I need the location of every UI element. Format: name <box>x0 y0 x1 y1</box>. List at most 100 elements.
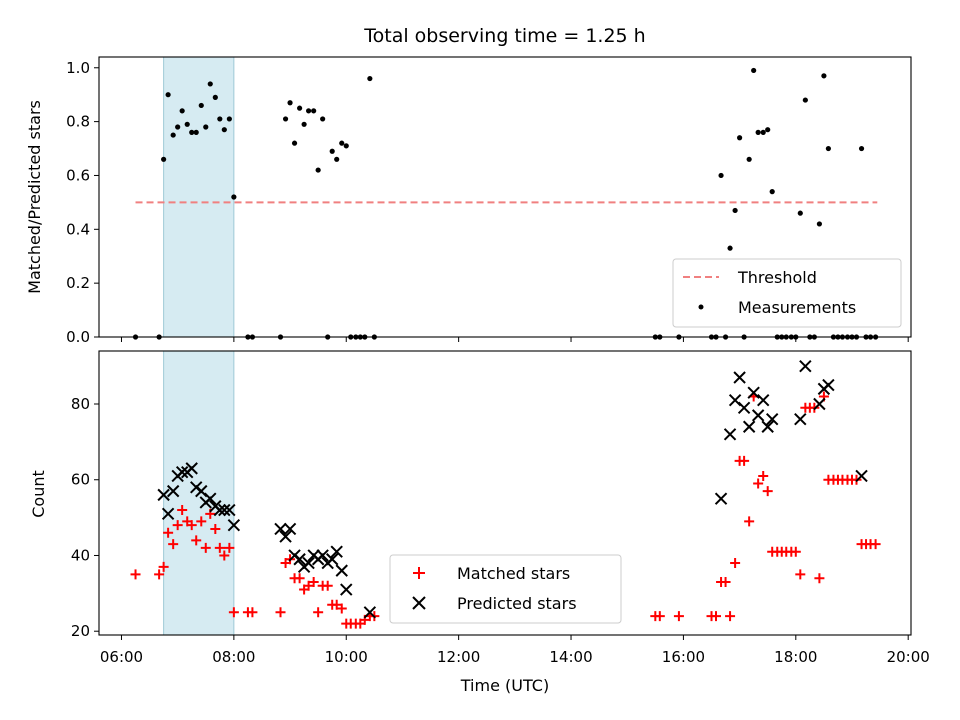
predicted-star-point <box>227 518 241 532</box>
predicted-star-point <box>335 564 348 577</box>
predicted-star-point <box>761 420 774 433</box>
matched-star-point <box>795 569 806 580</box>
measurement-point <box>203 124 209 130</box>
matched-star-point <box>154 569 165 580</box>
measurement-point <box>343 143 349 149</box>
x-tick-label: 08:00 <box>212 648 255 666</box>
predicted-star-point <box>363 606 377 619</box>
measurement-point <box>858 145 865 152</box>
matched-star-point <box>739 455 750 466</box>
measurement-point <box>179 108 185 114</box>
predicted-star-point <box>723 428 737 441</box>
predicted-star-point <box>161 507 175 521</box>
measurement-point <box>184 121 190 127</box>
measurement-point <box>329 148 335 154</box>
matched-star-point <box>158 561 169 572</box>
measurement-point <box>751 67 757 74</box>
y-tick-label: 40 <box>71 546 90 564</box>
predicted-star-point <box>195 484 208 498</box>
measurement-point <box>311 108 317 114</box>
matched-star-point <box>790 546 801 557</box>
predicted-star-point <box>822 378 835 392</box>
measurement-point <box>339 140 345 146</box>
matched-star-point <box>247 607 258 618</box>
legend-threshold-label: Threshold <box>737 268 817 287</box>
x-axis-label: Time (UTC) <box>460 676 549 695</box>
matched-star-point <box>336 603 347 614</box>
measurement-point <box>821 73 827 79</box>
measurement-point <box>175 124 181 130</box>
matched-star-point <box>168 539 179 550</box>
matched-star-point <box>758 470 769 481</box>
matched-star-point <box>331 599 342 610</box>
predicted-star-point <box>274 522 287 536</box>
measurement-point <box>825 145 831 152</box>
x-tick-label: 06:00 <box>100 648 143 666</box>
predicted-star-point <box>728 394 742 407</box>
measurement-point <box>760 129 766 135</box>
y-tick-label: 0.0 <box>66 328 90 346</box>
matched-star-point <box>200 542 211 553</box>
predicted-star-point <box>166 484 180 498</box>
y-tick-label: 0.6 <box>66 166 90 184</box>
predicted-star-point <box>742 420 756 433</box>
matched-star-point <box>228 607 239 618</box>
predicted-star-point <box>855 469 868 483</box>
measurement-point <box>170 132 176 138</box>
measurement-point <box>207 81 213 87</box>
predicted-star-point <box>302 556 315 570</box>
matched-star-point <box>177 505 188 516</box>
y-tick-label: 20 <box>71 622 90 640</box>
matched-star-point <box>163 527 174 538</box>
legend-matched-label: Matched stars <box>457 564 570 583</box>
measurement-point <box>165 92 171 98</box>
predicted-star-point <box>733 371 746 384</box>
top-y-ticks: 0.0 0.2 0.4 0.6 0.8 1.0 <box>66 59 99 346</box>
x-tick-label: 12:00 <box>437 648 480 666</box>
bottom-axes-frame <box>98 350 912 636</box>
bottom-marks <box>130 359 881 629</box>
measurement-point <box>769 189 775 195</box>
matched-star-point <box>814 573 825 584</box>
measurement-point <box>334 156 340 162</box>
measurement-point <box>737 135 743 141</box>
matched-star-point <box>870 539 881 550</box>
predicted-star-point <box>185 462 198 475</box>
bottom-x-ticks: 06:00 08:00 10:00 12:00 14:00 16:00 18:00 20:00 <box>100 635 930 666</box>
predicted-star-point <box>316 549 329 562</box>
shaded-interval-top <box>163 56 235 338</box>
matched-star-point <box>214 542 225 553</box>
measurement-point <box>367 75 373 82</box>
bottom-legend-box <box>389 554 622 624</box>
measurement-point <box>797 210 803 216</box>
measurement-point <box>301 121 307 127</box>
matched-star-point <box>720 576 731 587</box>
measurement-point <box>189 129 195 135</box>
bottom-legend: Matched stars Predicted stars <box>389 554 622 624</box>
y-tick-label: 80 <box>71 395 90 413</box>
measurement-point <box>755 129 761 135</box>
x-tick-label: 20:00 <box>887 648 930 666</box>
matched-star-point <box>196 516 207 527</box>
top-marks <box>132 67 879 340</box>
legend-measurements-label: Measurements <box>738 298 856 317</box>
matched-star-point <box>191 535 202 546</box>
matched-star-point <box>219 550 230 561</box>
x-tick-label: 14:00 <box>549 648 592 666</box>
predicted-star-point <box>813 397 826 411</box>
predicted-star-point <box>218 503 231 517</box>
predicted-star-point <box>330 545 343 558</box>
predicted-star-point <box>213 503 227 517</box>
top-axes-frame <box>98 56 912 338</box>
predicted-star-point <box>223 503 236 517</box>
measurement-point <box>718 172 724 179</box>
matched-star-point <box>753 478 764 489</box>
y-tick-label: 1.0 <box>66 59 90 77</box>
legend-measurements-swatch <box>698 304 704 310</box>
predicted-star-point <box>283 522 297 536</box>
measurement-point <box>198 102 204 109</box>
predicted-star-point <box>794 412 807 426</box>
matched-star-point <box>224 542 235 553</box>
matched-star-point <box>654 611 665 622</box>
